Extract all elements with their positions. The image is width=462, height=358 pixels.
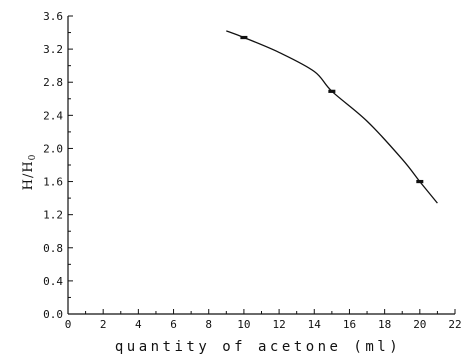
x-tick-label: 16 [343,318,356,331]
y-tick-label: 2.4 [43,109,63,122]
plot-area [226,30,438,204]
x-tick-label: 2 [100,318,107,331]
x-tick-label: 10 [237,318,250,331]
x-tick-label: 6 [170,318,177,331]
x-axis-ticks: 0 2 4 6 8 10 12 14 16 18 20 22 [65,309,462,331]
y-tick-label: 3.6 [43,10,63,23]
y-tick-label: 1.2 [43,209,63,222]
x-tick-label: 12 [272,318,285,331]
data-point-marker [328,89,336,93]
y-axis-label-main: H/H [21,160,36,190]
y-tick-label: 0.0 [43,308,63,321]
y-axis-label-subscript: 0 [28,154,38,161]
data-point-marker [416,179,424,184]
y-tick-label: 3.2 [43,43,63,56]
x-tick-label: 14 [308,318,322,331]
y-tick-label: 0.4 [43,275,63,288]
x-tick-label: 8 [205,318,212,331]
x-tick-label: 18 [378,318,391,331]
x-axis-label: quantity of acetone (ml) [115,339,401,355]
x-tick-label: 22 [448,318,461,331]
y-tick-label: 2.8 [43,76,63,89]
series-line [226,30,438,204]
axes [67,16,455,315]
x-tick-label: 0 [65,318,72,331]
x-tick-label: 20 [413,318,426,331]
y-axis-label: H/H0 [21,154,38,191]
y-axis-ticks: 0.0 0.4 0.8 1.2 1.6 2.0 2.4 2.8 3.2 3.6 [43,10,73,321]
x-tick-label: 4 [135,318,142,331]
y-tick-label: 2.0 [43,142,63,155]
y-tick-label: 1.6 [43,176,63,189]
data-point-marker [240,35,248,40]
y-tick-label: 0.8 [43,242,63,255]
